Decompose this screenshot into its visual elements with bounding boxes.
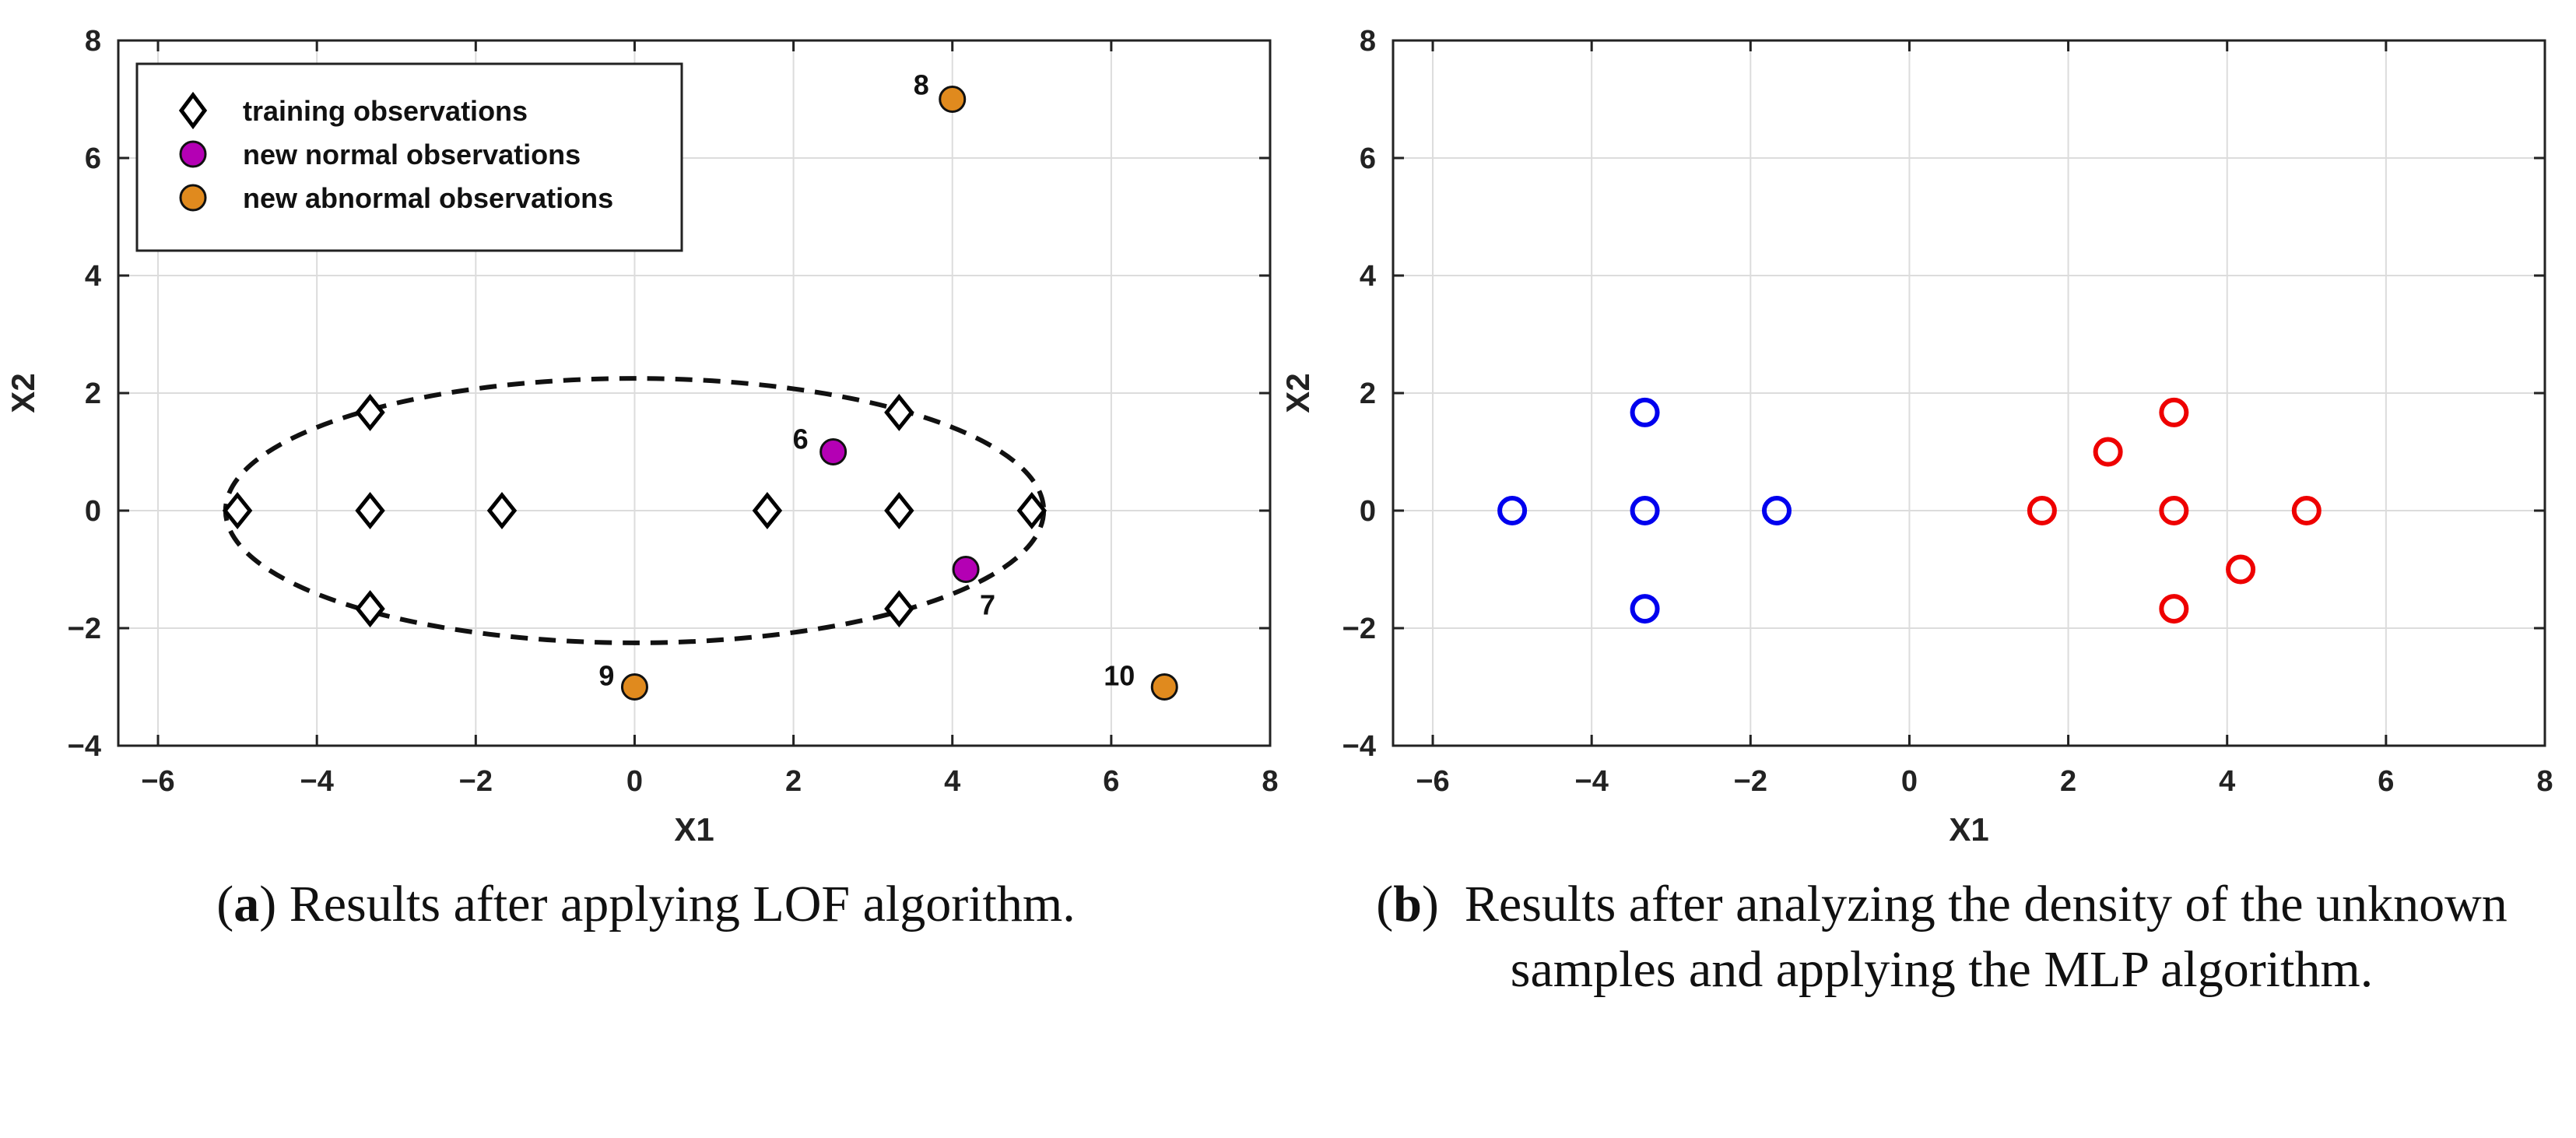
legend-marker-observation <box>179 140 207 168</box>
legend-label: training observations <box>243 95 528 127</box>
training-point <box>752 491 783 530</box>
caption-a: (a) Results after applying LOF algorithm… <box>216 876 1076 933</box>
classified-point <box>2093 437 2123 467</box>
x-tick-label: 8 <box>1262 765 1278 798</box>
y-tick-label: 2 <box>85 378 101 410</box>
classified-point <box>2027 496 2057 525</box>
y-tick-label: 8 <box>1360 25 1376 58</box>
x-tick-label: 2 <box>785 765 802 798</box>
x-tick-label: 0 <box>1901 765 1918 798</box>
x-tick-label: −4 <box>300 765 334 798</box>
point-label: 6 <box>793 423 809 455</box>
observation-point <box>952 556 980 583</box>
x-axis-title: X1 <box>1949 811 1988 848</box>
classified-point <box>2291 496 2322 525</box>
point-label: 7 <box>980 589 995 621</box>
training-point <box>486 491 518 530</box>
x-tick-label: −6 <box>141 765 174 798</box>
legend-box <box>135 62 683 252</box>
caption-b-text: Results after analyzing the density of t… <box>1464 876 2508 998</box>
classified-point <box>1497 496 1528 525</box>
x-tick-label: −2 <box>1734 765 1767 798</box>
caption-b: (b) Results after analyzing the density … <box>1376 876 2508 998</box>
y-tick-label: 6 <box>85 142 101 175</box>
x-tick-label: 8 <box>2536 765 2553 798</box>
x-tick-label: 4 <box>2219 765 2235 798</box>
y-tick-label: 4 <box>85 260 101 293</box>
point-label: 9 <box>598 660 614 692</box>
training-point <box>884 393 914 431</box>
training-point <box>884 491 914 530</box>
x-tick-label: −6 <box>1416 765 1449 798</box>
y-axis-title: X2 <box>5 373 41 413</box>
classified-point <box>2159 594 2189 624</box>
y-tick-label: 0 <box>1360 495 1376 528</box>
observation-point <box>939 86 967 113</box>
training-point <box>355 590 385 628</box>
x-tick-label: 2 <box>2060 765 2076 798</box>
x-tick-label: 6 <box>2378 765 2394 798</box>
classified-point <box>1630 397 1660 427</box>
x-tick-label: 0 <box>626 765 643 798</box>
y-tick-label: 2 <box>1360 378 1376 410</box>
classified-point <box>1630 594 1660 624</box>
x-tick-label: 6 <box>1103 765 1119 798</box>
classified-point <box>2226 554 2256 585</box>
classified-point <box>2159 397 2189 427</box>
caption-a-label: a <box>233 876 260 933</box>
caption-b-label: b <box>1393 876 1422 933</box>
legend-marker-observation <box>179 184 207 212</box>
legend-label: new abnormal observations <box>243 182 613 214</box>
panel-a-chart: −6 −4 −2 0 2 4 6 8 −4 −2 0 2 4 6 8 X1 X2 6 7 8 9 10 training o… <box>5 25 1279 848</box>
caption-a-text: Results after applying LOF algorithm. <box>289 876 1076 933</box>
y-tick-label: 4 <box>1360 260 1376 293</box>
x-tick-label: 4 <box>944 765 960 798</box>
x-tick-label: −4 <box>1575 765 1609 798</box>
y-tick-label: 0 <box>85 495 101 528</box>
training-point <box>884 590 914 628</box>
classified-point <box>1761 496 1792 525</box>
legend-marker-training <box>178 91 208 130</box>
y-axis-title: X2 <box>1279 373 1316 413</box>
y-tick-label: −2 <box>68 613 101 645</box>
legend-label: new normal observations <box>243 139 581 170</box>
training-point <box>222 491 253 530</box>
point-label: 10 <box>1104 660 1135 692</box>
y-tick-label: 6 <box>1360 142 1376 175</box>
observation-point <box>1150 673 1178 701</box>
point-label: 8 <box>914 69 929 101</box>
y-tick-label: −2 <box>1342 613 1376 645</box>
classified-point <box>1630 496 1660 525</box>
x-tick-label: −2 <box>459 765 493 798</box>
x-axis-title: X1 <box>674 811 714 848</box>
classified-point <box>2159 496 2189 525</box>
y-tick-label: 8 <box>85 25 101 58</box>
y-tick-label: −4 <box>68 730 101 763</box>
training-point <box>1016 491 1047 530</box>
training-point <box>355 393 385 431</box>
observation-point <box>819 438 848 465</box>
y-tick-label: −4 <box>1342 730 1376 763</box>
panel-b-chart: −6 −4 −2 0 2 4 6 8 −4 −2 0 2 4 6 8 X1 X2 <box>1279 25 2553 848</box>
training-point <box>355 491 385 530</box>
observation-point <box>620 673 648 701</box>
